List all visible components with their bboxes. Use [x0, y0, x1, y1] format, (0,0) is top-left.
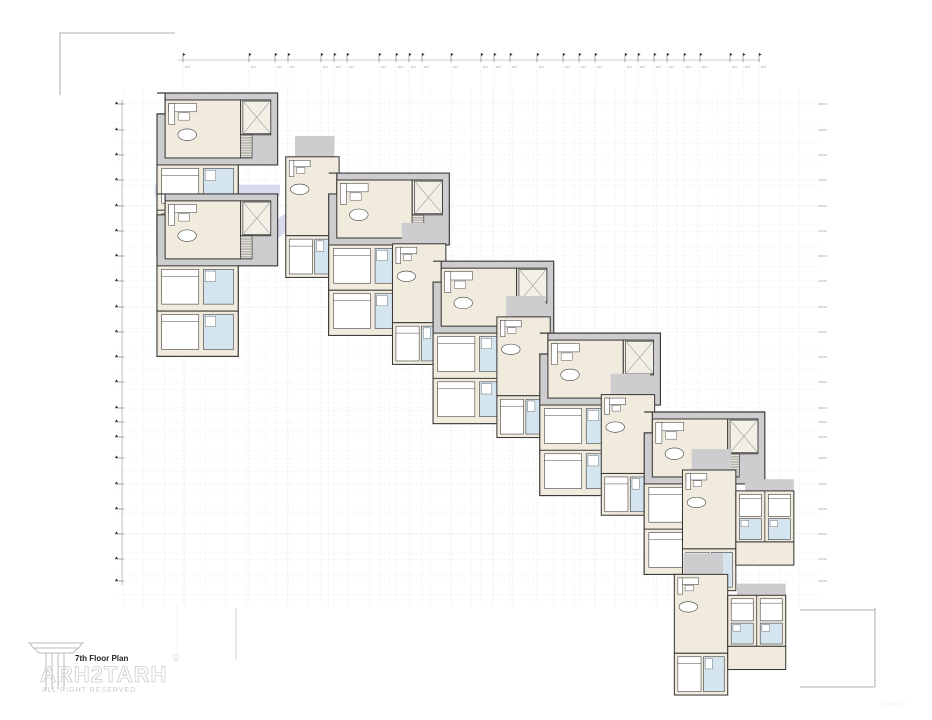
- svg-text:00.0: 00.0: [483, 65, 489, 69]
- svg-text:00.0: 00.0: [381, 65, 387, 69]
- svg-text:00.0: 00.0: [512, 65, 518, 69]
- svg-text:00.0: 00.0: [669, 65, 675, 69]
- svg-text:00.0: 00.0: [453, 65, 459, 69]
- svg-text:DWG-07: DWG-07: [882, 703, 906, 709]
- svg-text:00.0: 00.0: [185, 65, 191, 69]
- svg-text:00.0: 00.0: [323, 65, 329, 69]
- svg-text:00.0: 00.0: [336, 65, 342, 69]
- svg-text:00.0: 00.0: [761, 65, 767, 69]
- svg-text:00.0: 00.0: [702, 65, 708, 69]
- svg-text:00.0: 00.0: [424, 65, 430, 69]
- svg-text:00.0: 00.0: [565, 65, 571, 69]
- svg-text:00.0: 00.0: [251, 65, 257, 69]
- svg-text:00.0: 00.0: [349, 65, 355, 69]
- svg-text:00.0: 00.0: [627, 65, 633, 69]
- svg-text:00.0: 00.0: [290, 65, 296, 69]
- svg-text:00.0: 00.0: [745, 65, 751, 69]
- svg-text:00.0: 00.0: [732, 65, 738, 69]
- svg-text:00.0: 00.0: [277, 65, 283, 69]
- svg-text:ALL RIGHT RESERVED: ALL RIGHT RESERVED: [42, 687, 136, 694]
- svg-text:00.0: 00.0: [398, 65, 404, 69]
- svg-text:00.0: 00.0: [640, 65, 646, 69]
- svg-text:00.0: 00.0: [411, 65, 417, 69]
- svg-text:00.0: 00.0: [686, 65, 692, 69]
- svg-text:00.0: 00.0: [539, 65, 545, 69]
- svg-text:00.0: 00.0: [656, 65, 662, 69]
- svg-text:00.0: 00.0: [496, 65, 502, 69]
- svg-text:00.0: 00.0: [581, 65, 587, 69]
- svg-text:00.0: 00.0: [597, 65, 603, 69]
- svg-text:ARH2TARH: ARH2TARH: [40, 662, 167, 687]
